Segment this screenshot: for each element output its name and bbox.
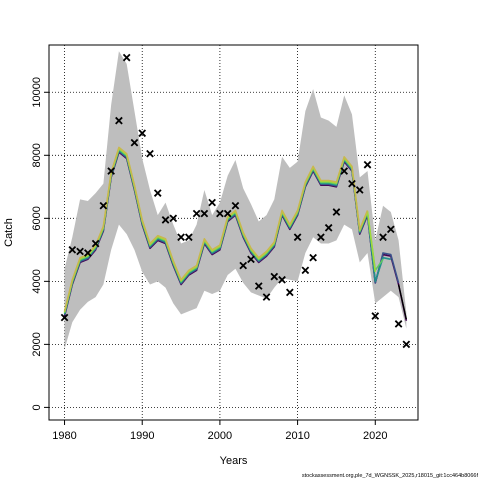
- observed-point: [161, 216, 170, 224]
- x-tick-label: 1980: [52, 430, 76, 442]
- y-tick-label: 10000: [31, 77, 43, 108]
- observed-point: [363, 160, 372, 169]
- observed-point: [208, 198, 216, 207]
- estimate-line-group: [397, 284, 408, 320]
- observed-point: [348, 179, 356, 188]
- observed-point: [216, 209, 224, 218]
- observed-point: [99, 201, 108, 210]
- estimate-line: [397, 284, 408, 320]
- grid-lines: [49, 45, 418, 420]
- observed-point: [84, 249, 92, 257]
- observed-points: [60, 53, 411, 349]
- observed-point: [254, 282, 263, 290]
- observed-point: [340, 167, 349, 175]
- observed-point: [153, 189, 162, 197]
- y-axis-title: Catch: [3, 218, 15, 247]
- x-tick-label: 2010: [285, 430, 309, 442]
- observed-point: [285, 288, 294, 297]
- y-tick-label: 8000: [31, 143, 43, 167]
- source-footnote: stockassessment.org,ple_7d_WGNSSK_2025,r…: [302, 473, 479, 479]
- observed-point: [169, 214, 178, 223]
- observed-point: [317, 233, 325, 242]
- observed-point: [293, 233, 302, 242]
- observed-point: [130, 138, 139, 147]
- observed-point: [355, 186, 364, 194]
- x-tick-label: 2020: [363, 430, 387, 442]
- observed-point: [278, 275, 286, 284]
- observed-point: [223, 209, 232, 218]
- observed-point: [146, 149, 154, 158]
- y-tick-label: 0: [31, 404, 43, 410]
- confidence-band-area: [64, 51, 407, 350]
- observed-point: [301, 266, 310, 275]
- y-tick-label: 6000: [31, 206, 43, 230]
- observed-point: [247, 255, 255, 264]
- observed-point: [115, 116, 123, 125]
- y-tick-label: 2000: [31, 332, 43, 356]
- observed-point: [386, 225, 395, 234]
- observed-point: [402, 340, 411, 349]
- y-axis: 0 2000 4000 6000 8000 10000: [31, 77, 49, 410]
- x-tick-label: 1990: [130, 430, 154, 442]
- observed-point: [332, 208, 341, 216]
- observed-point: [239, 261, 248, 270]
- observed-point: [394, 320, 403, 328]
- observed-point: [324, 223, 333, 232]
- observed-point: [231, 201, 240, 210]
- observed-point: [122, 53, 131, 62]
- observed-point: [379, 233, 387, 242]
- observed-point: [200, 209, 209, 218]
- observed-point: [138, 129, 147, 138]
- x-axis: 1980 1990 2000 2010 2020: [52, 420, 388, 442]
- confidence-band: [64, 51, 407, 350]
- y-tick-label: 4000: [31, 269, 43, 293]
- x-tick-label: 2000: [208, 430, 232, 442]
- observed-point: [177, 233, 185, 242]
- x-axis-title: Years: [220, 455, 248, 467]
- retrospective-lines: [63, 146, 408, 321]
- retro-line-6: [63, 146, 369, 312]
- observed-point: [262, 293, 271, 301]
- observed-point: [91, 239, 100, 248]
- observed-point: [192, 209, 201, 218]
- observed-point: [60, 313, 69, 322]
- observed-point: [371, 312, 380, 320]
- plot-frame: [48, 44, 419, 421]
- observed-point: [184, 233, 193, 242]
- observed-point: [68, 245, 77, 254]
- observed-point: [270, 272, 279, 281]
- observed-point: [309, 253, 317, 262]
- observed-point: [76, 247, 84, 256]
- observed-point: [107, 167, 115, 175]
